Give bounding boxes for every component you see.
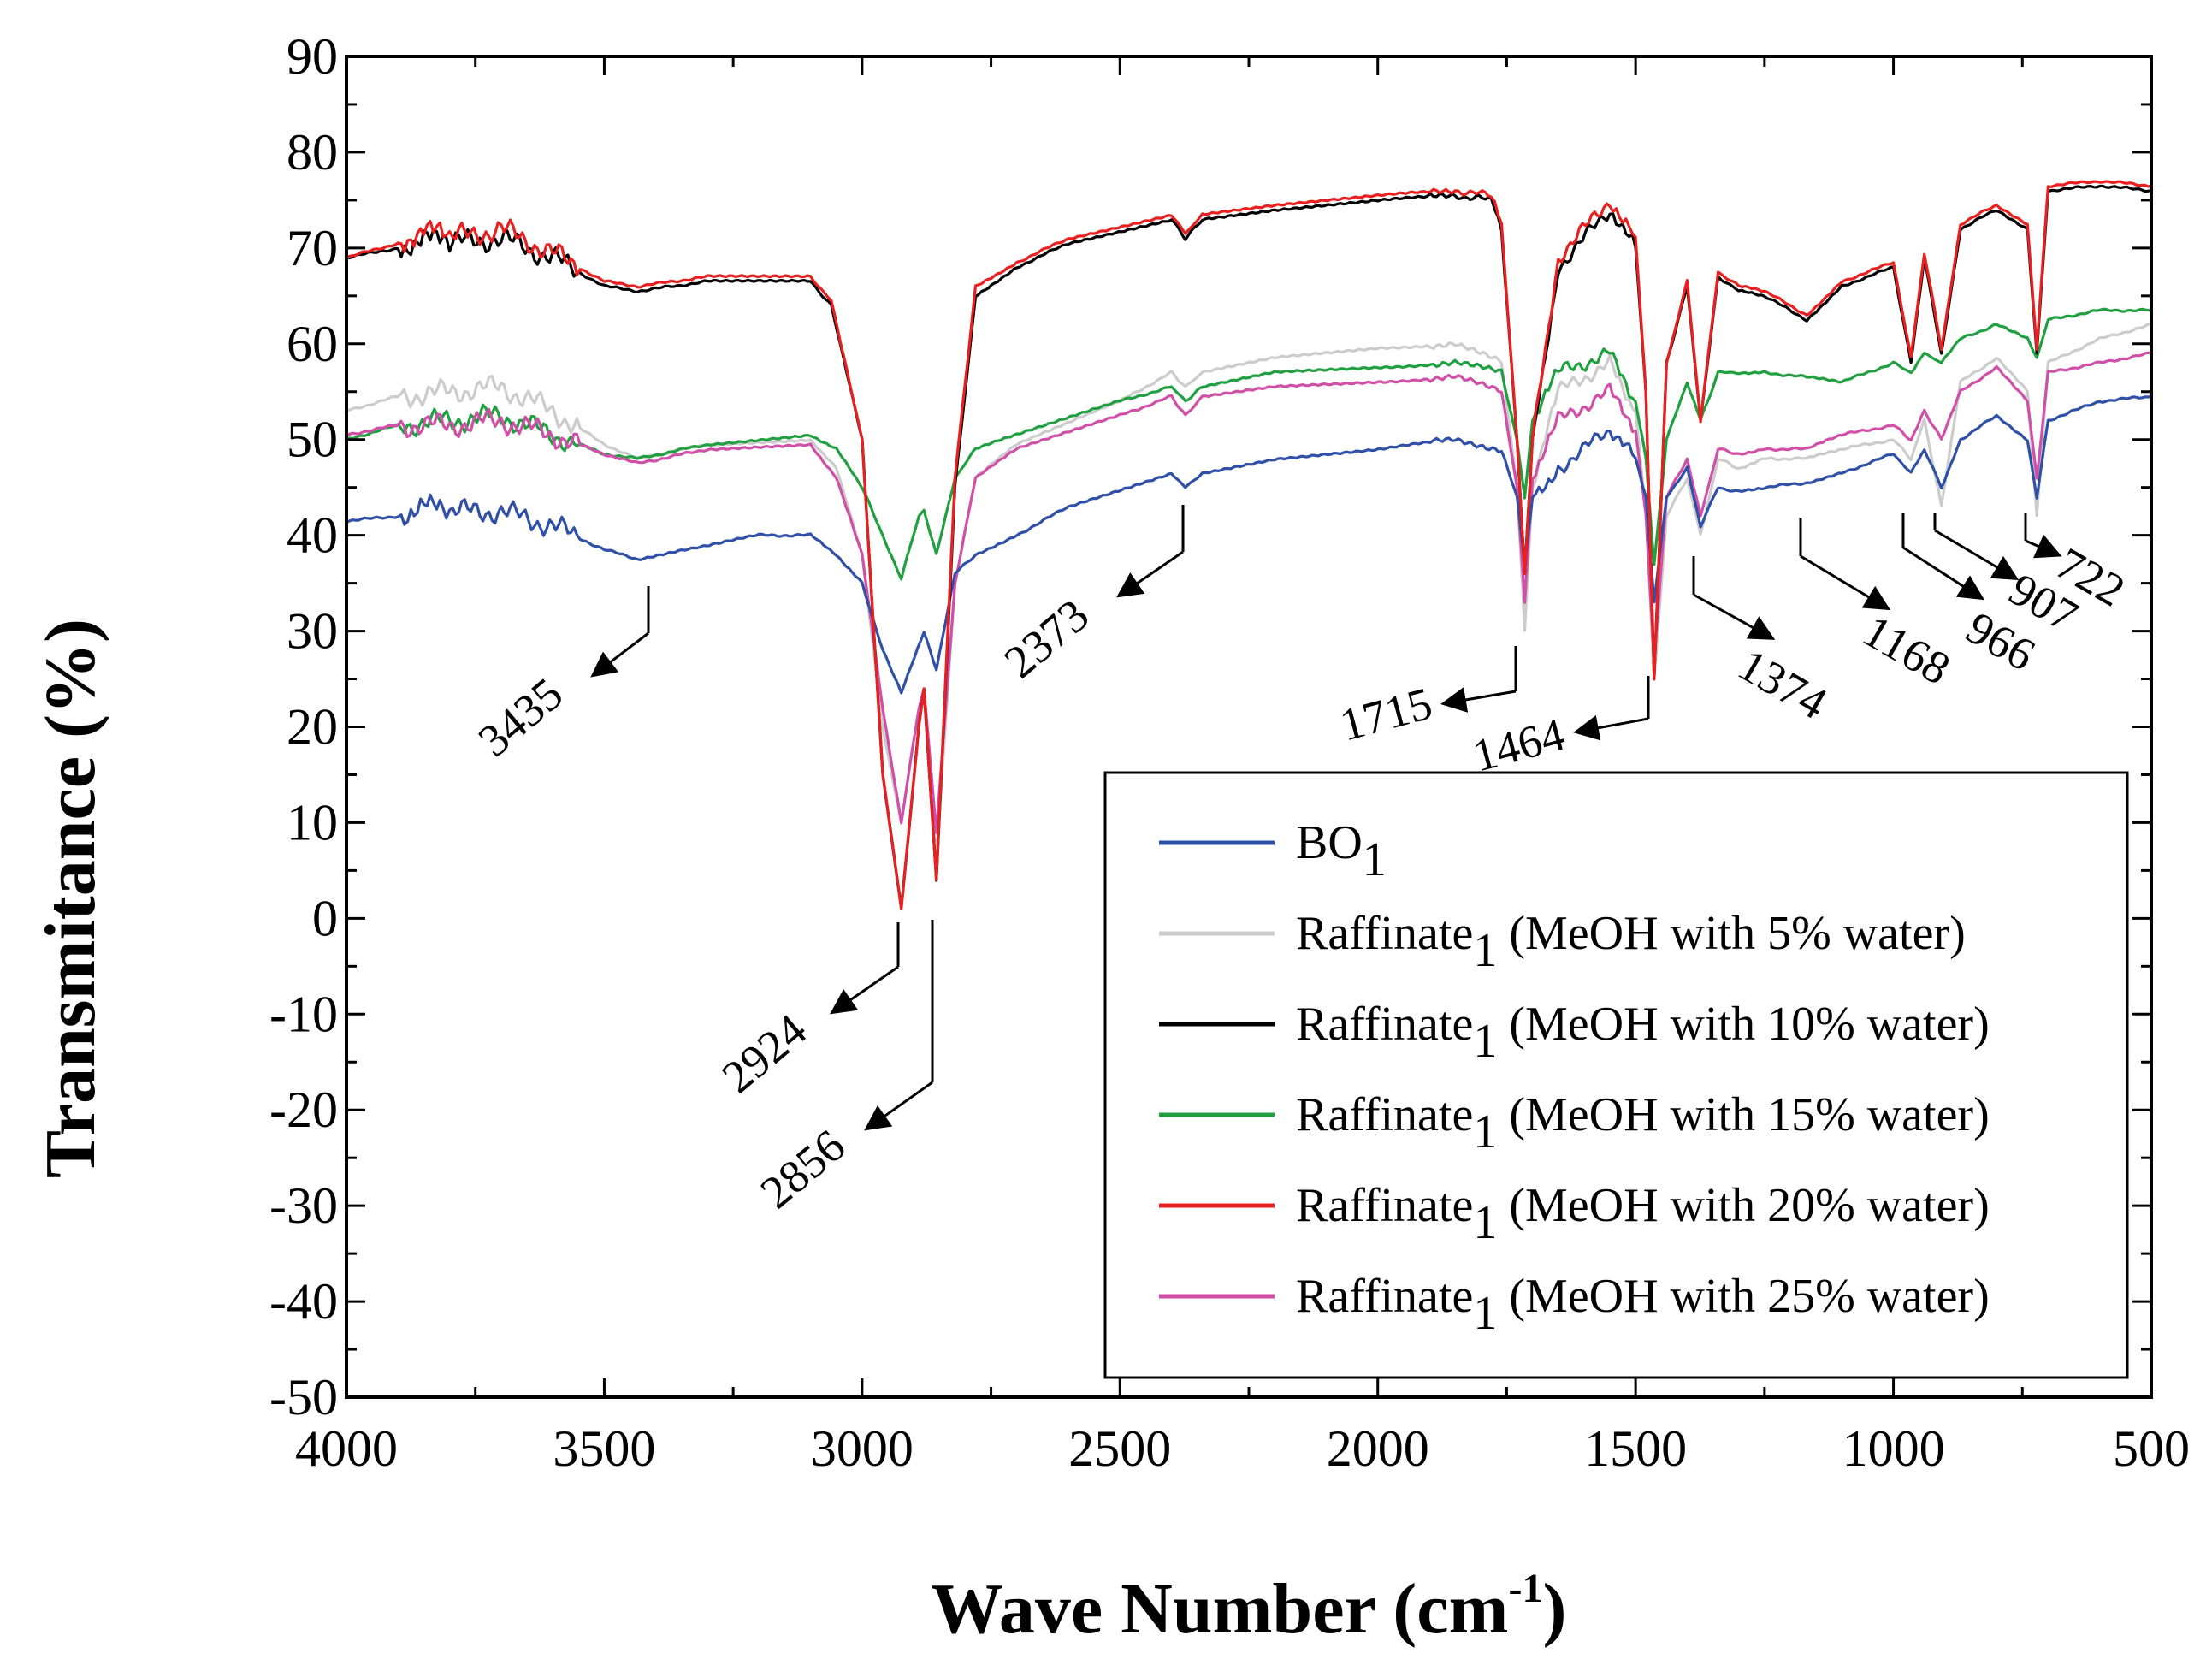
x-tick-label: 1000: [1842, 1420, 1945, 1477]
y-tick-label: 10: [287, 794, 338, 850]
legend-label-subscript: 1: [1473, 924, 1497, 977]
legend-item: Raffinate1 (MeOH with 25% water): [1159, 1270, 1990, 1340]
x-axis-title-sup: -1: [1509, 1566, 1543, 1611]
x-tick-label: 1500: [1584, 1420, 1687, 1477]
x-tick-label: 3500: [553, 1420, 655, 1477]
legend-label-subscript: 1: [1473, 1015, 1497, 1068]
series-line-3: [346, 307, 2151, 581]
y-tick-label: 50: [287, 412, 338, 468]
y-tick-label: 0: [312, 890, 338, 946]
annotation-arrow: [1116, 550, 1184, 598]
legend-label: Raffinate1 (MeOH with 10% water): [1296, 998, 1990, 1068]
legend-label: BO1: [1296, 816, 1387, 886]
annotation-arrow: [590, 631, 649, 678]
legend-label-name: Raffinate: [1296, 1179, 1473, 1232]
peak-annotation-2924: 2924: [713, 922, 900, 1103]
peak-annotation-1168: 1168: [1799, 518, 1959, 695]
peak-annotation-1374: 1374: [1692, 556, 1836, 729]
annotation-arrow: [2025, 534, 2062, 559]
y-tick-label: 20: [287, 699, 338, 756]
x-tick-label: 2000: [1327, 1420, 1429, 1477]
annotation-label: 1374: [1730, 638, 1836, 729]
series-layer: [346, 180, 2151, 911]
legend-label-name: Raffinate: [1296, 1270, 1473, 1323]
legend-label: Raffinate1 (MeOH with 20% water): [1296, 1179, 1990, 1249]
annotation-arrow: [864, 1081, 933, 1131]
legend-item: Raffinate1 (MeOH with 10% water): [1159, 998, 1990, 1068]
legend-label-name: Raffinate: [1296, 998, 1473, 1051]
legend-item: Raffinate1 (MeOH with 20% water): [1159, 1179, 1990, 1249]
annotation-label: 2924: [713, 1004, 816, 1103]
legend-label-suffix: (MeOH with 10% water): [1497, 998, 1989, 1051]
y-tick-label: 60: [287, 316, 338, 372]
annotation-arrow: [1800, 554, 1891, 611]
y-tick-label: 40: [287, 507, 338, 564]
legend-label-name: BO: [1296, 816, 1363, 869]
y-tick-label: 70: [287, 220, 338, 276]
legend-label: Raffinate1 (MeOH with 15% water): [1296, 1088, 1990, 1158]
legend-item: Raffinate1 (MeOH with 5% water): [1159, 907, 1966, 977]
legend-label-suffix: (MeOH with 5% water): [1497, 907, 1965, 960]
series-line-2: [346, 184, 2151, 910]
y-tick-label: -40: [269, 1273, 338, 1330]
peak-annotation-1464: 1464: [1467, 676, 1650, 782]
legend-label-suffix: (MeOH with 25% water): [1497, 1270, 1989, 1323]
annotation-label: 1464: [1467, 708, 1570, 782]
annotation-arrow: [1902, 546, 1985, 601]
annotation-arrow: [1573, 714, 1649, 741]
annotation-arrow: [1693, 593, 1776, 640]
series-line-5: [346, 351, 2151, 834]
legend-label-name: Raffinate: [1296, 907, 1473, 960]
x-axis-title-main: Wave Number (cm: [932, 1569, 1509, 1649]
annotation-arrow: [1934, 529, 2020, 581]
y-tick-label: 90: [287, 28, 338, 85]
x-tick-label: 3000: [811, 1420, 914, 1477]
x-axis-title-close: ): [1543, 1569, 1567, 1649]
x-tick-label: 500: [2113, 1420, 2190, 1477]
y-tick-label: -30: [269, 1177, 338, 1234]
legend-label-subscript: 1: [1473, 1196, 1497, 1249]
annotation-label: 3435: [469, 668, 572, 767]
annotation-label: 2856: [751, 1120, 855, 1218]
y-tick-label: 30: [287, 603, 338, 660]
legend-label-subscript: 1: [1473, 1105, 1497, 1158]
y-tick-label: 80: [287, 124, 338, 181]
y-tick-label: -50: [269, 1369, 338, 1425]
x-tick-label: 4000: [295, 1420, 398, 1477]
legend-label-subscript: 1: [1473, 1287, 1497, 1340]
annotation-arrow: [830, 965, 899, 1015]
series-line-0: [346, 394, 2151, 695]
legend-label-suffix: (MeOH with 20% water): [1497, 1179, 1989, 1232]
legend-label: Raffinate1 (MeOH with 25% water): [1296, 1270, 1990, 1340]
y-tick-label: -10: [269, 986, 338, 1042]
legend-label-name: Raffinate: [1296, 1088, 1473, 1141]
y-axis-title: Transmitance (%): [31, 619, 110, 1178]
annotation-arrow: [1440, 687, 1517, 713]
annotation-label: 1168: [1854, 605, 1959, 695]
peak-annotation-3435: 3435: [469, 586, 650, 767]
annotation-label: 1715: [1334, 678, 1437, 751]
legend-label-suffix: (MeOH with 15% water): [1497, 1088, 1989, 1141]
legend-item: BO1: [1159, 816, 1387, 886]
y-tick-label: -20: [269, 1081, 338, 1138]
series-line-4: [346, 180, 2151, 911]
x-tick-label: 2500: [1068, 1420, 1171, 1477]
legend-item: Raffinate1 (MeOH with 15% water): [1159, 1088, 1990, 1158]
annotation-label: 2373: [995, 590, 1098, 688]
x-axis-title: Wave Number (cm-1): [932, 1566, 1567, 1649]
legend-box: [1103, 771, 2129, 1379]
legend-label: Raffinate1 (MeOH with 5% water): [1296, 907, 1966, 977]
legend-label-subscript: 1: [1363, 833, 1387, 886]
